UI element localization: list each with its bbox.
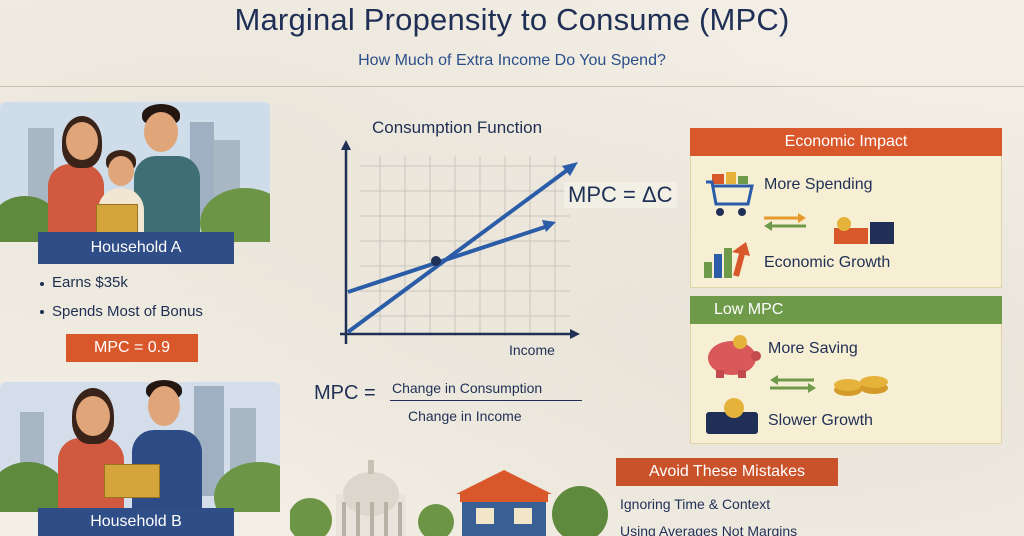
page-subtitle: How Much of Extra Income Do You Spend? — [358, 52, 666, 69]
coin-stack-icon — [834, 376, 888, 396]
formula-numerator: Change in Consumption — [392, 380, 543, 396]
household-b-illustration — [0, 372, 280, 512]
consumption-line-steep — [346, 166, 572, 334]
formula-denominator: Change in Income — [408, 408, 522, 424]
fraction-bar — [390, 400, 582, 401]
household-a-mpc-badge: MPC = 0.9 — [66, 334, 198, 362]
mpc-delta-annotation: MPC = ΔC — [564, 182, 677, 208]
steep-line-arrowhead — [562, 162, 578, 176]
wallet-icon — [706, 398, 758, 434]
y-axis-arrow — [341, 140, 351, 150]
formula-lhs: MPC = — [314, 382, 376, 404]
x-axis-label: Income — [509, 342, 555, 358]
mistakes-header: Avoid These Mistakes — [616, 458, 838, 486]
mistakes-list: Ignoring Time & Context Using Averages N… — [620, 496, 797, 536]
economic-impact-item-2: Economic Growth — [764, 254, 891, 271]
town-illustration — [290, 460, 608, 536]
piggy-bank-icon — [708, 335, 761, 378]
page-title: Marginal Propensity to Consume (MPC) — [234, 2, 790, 37]
intersection-point — [431, 256, 441, 266]
chart-title: Consumption Function — [372, 118, 543, 137]
economic-impact-item-1: More Spending — [764, 176, 873, 193]
list-item: Earns $35k — [52, 274, 128, 291]
bullet-dot — [40, 282, 44, 286]
divider — [0, 86, 1024, 87]
cash-register-icon — [834, 217, 894, 244]
low-mpc-item-1: More Saving — [768, 340, 858, 357]
low-mpc-header: Low MPC — [690, 296, 1002, 324]
exchange-arrows-icon — [770, 375, 816, 393]
list-item: Spends Most of Bonus — [52, 303, 203, 320]
household-b-banner: Household B — [38, 508, 234, 536]
bullet-dot — [40, 310, 44, 314]
growth-chart-icon — [704, 242, 750, 278]
list-item: Using Averages Not Margins — [620, 523, 798, 536]
household-a-bullets: Earns $35k Spends Most of Bonus — [52, 274, 203, 332]
flat-line-arrowhead — [542, 220, 556, 232]
economic-impact-header: Economic Impact — [690, 128, 1002, 156]
household-a-illustration — [0, 92, 270, 242]
shopping-cart-icon — [706, 172, 754, 216]
exchange-arrows-icon — [764, 213, 806, 231]
x-axis-arrow — [570, 329, 580, 339]
mpc-formula: MPC = Change in Consumption Change in In… — [310, 368, 590, 434]
consumption-line-flat — [347, 224, 549, 294]
list-item: Ignoring Time & Context — [620, 496, 771, 512]
consumption-function-chart — [340, 140, 580, 344]
household-a-banner: Household A — [38, 232, 234, 264]
low-mpc-item-2: Slower Growth — [768, 412, 873, 429]
